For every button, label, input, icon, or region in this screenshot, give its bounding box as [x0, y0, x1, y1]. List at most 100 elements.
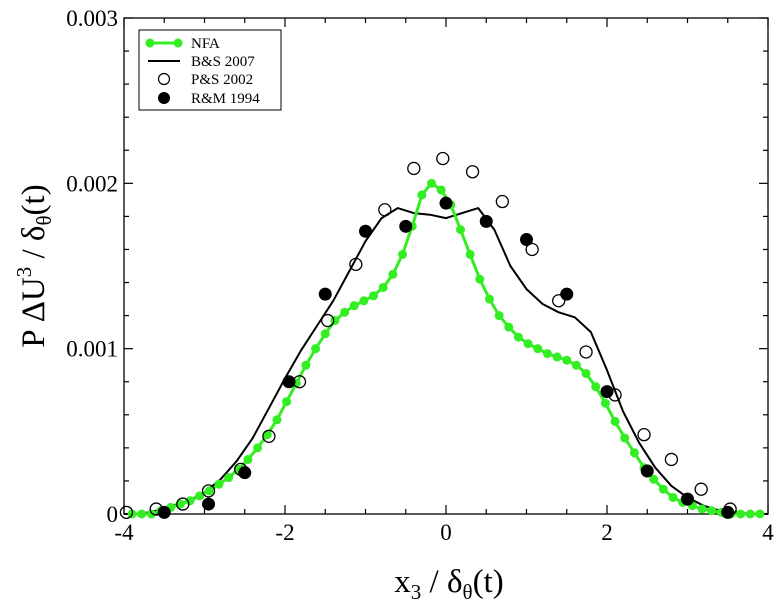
nfa-point	[736, 509, 746, 519]
legend: NFA B&S 2007 P&S 2002 R&M 1994	[138, 29, 282, 111]
rm1994-point	[318, 287, 332, 301]
nfa-point	[378, 282, 388, 292]
nfa-point	[311, 344, 321, 354]
legend-item-ps2002: P&S 2002	[157, 72, 253, 88]
nfa-point	[320, 329, 330, 339]
ps2002-point	[407, 161, 421, 176]
nfa-point	[175, 499, 185, 509]
nfa-point	[649, 474, 659, 484]
nfa-point	[185, 496, 195, 506]
nfa-point	[707, 506, 717, 516]
nfa-point	[214, 479, 224, 489]
nfa-point	[262, 430, 272, 440]
x-tick-label: 2	[601, 520, 613, 545]
y-axis-title: P ΔU3 / δθ(t)	[12, 184, 56, 347]
nfa-point	[340, 307, 350, 317]
rm1994-point	[439, 196, 453, 210]
y-tick-label: 0.002	[66, 171, 118, 196]
ps2002-point	[637, 427, 651, 442]
nfa-point	[542, 349, 552, 359]
nfa-point	[745, 509, 755, 519]
series-nfa-line	[132, 181, 760, 516]
rm1994-point	[399, 219, 413, 233]
nfa-point	[484, 294, 494, 304]
x-tick-label: 4	[762, 520, 774, 545]
legend-label-bs2007: B&S 2007	[191, 54, 255, 70]
nfa-point	[523, 339, 533, 349]
ps2002-point	[694, 482, 708, 496]
nfa-point	[658, 484, 668, 494]
rm1994-point	[359, 224, 372, 238]
nfa-point	[668, 492, 678, 502]
nfa-point	[398, 249, 408, 259]
nfa-point	[359, 296, 369, 306]
ps2002-point	[436, 151, 450, 166]
nfa-point	[591, 382, 601, 392]
nfa-point	[243, 454, 253, 464]
x-tick-label: 0	[440, 520, 452, 545]
nfa-point	[465, 249, 475, 259]
nfa-point	[369, 291, 379, 301]
nfa-point	[427, 178, 437, 188]
rm1994-point	[560, 287, 574, 301]
rm1994-point	[479, 214, 493, 228]
ps2002-point	[664, 452, 679, 467]
ps2002-point	[525, 242, 539, 257]
legend-label-rm1994: R&M 1994	[191, 91, 260, 107]
nfa-point	[330, 316, 340, 326]
legend-item-rm1994: R&M 1994	[158, 91, 260, 107]
y-tick-labels: 0 0.001 0.002 0.003	[66, 6, 118, 527]
nfa-point	[494, 311, 504, 321]
nfa-point	[224, 473, 234, 483]
nfa-point	[552, 352, 562, 362]
nfa-point	[600, 398, 610, 408]
x-axis-title: x3 / δθ(t)	[394, 564, 503, 604]
rm1994-point	[681, 492, 694, 506]
nfa-point	[417, 190, 427, 200]
ps2002-point	[119, 505, 134, 519]
nfa-point	[436, 185, 446, 195]
nfa-point	[301, 360, 311, 370]
legend-swatch-nfa-marker	[145, 38, 155, 48]
ps2002-point	[201, 484, 216, 498]
rm1994-point	[640, 464, 654, 478]
ps2002-point	[495, 194, 510, 209]
nfa-point	[253, 443, 263, 453]
nfa-point	[146, 509, 156, 519]
series-layer	[119, 151, 768, 519]
legend-item-bs2007: B&S 2007	[148, 54, 255, 70]
rm1994-point	[721, 505, 735, 519]
legend-label-nfa: NFA	[191, 36, 220, 52]
nfa-point	[581, 368, 591, 378]
nfa-point	[204, 486, 214, 496]
nfa-point	[513, 332, 523, 342]
legend-label-ps2002: P&S 2002	[191, 72, 253, 88]
nfa-point	[272, 415, 282, 425]
rm1994-point	[520, 233, 533, 247]
series-bs2007-line	[124, 207, 768, 515]
nfa-point	[629, 448, 639, 458]
y-tick-label: 0	[107, 502, 119, 527]
ps2002-point	[465, 165, 480, 179]
ps2002-point	[321, 313, 335, 328]
ps2002-point	[378, 203, 392, 217]
nfa-point	[755, 509, 765, 519]
ps2002-point	[176, 497, 190, 511]
ps2002-point	[579, 345, 593, 359]
nfa-point	[697, 504, 707, 514]
x-tick-label: -4	[114, 520, 134, 545]
legend-swatch-nfa-marker	[173, 38, 183, 48]
nfa-point	[349, 301, 359, 311]
ps2002-point	[262, 429, 276, 443]
rm1994-point	[202, 497, 216, 511]
nfa-point	[562, 355, 572, 365]
rm1994-point	[157, 505, 171, 519]
rm1994-point	[600, 385, 614, 399]
nfa-point	[388, 269, 398, 279]
nfa-point	[282, 397, 292, 407]
nfa-point	[533, 344, 543, 354]
legend-item-nfa: NFA	[145, 36, 220, 52]
nfa-point	[610, 416, 620, 426]
ps2002-point	[552, 294, 566, 308]
nfa-point	[137, 509, 147, 519]
